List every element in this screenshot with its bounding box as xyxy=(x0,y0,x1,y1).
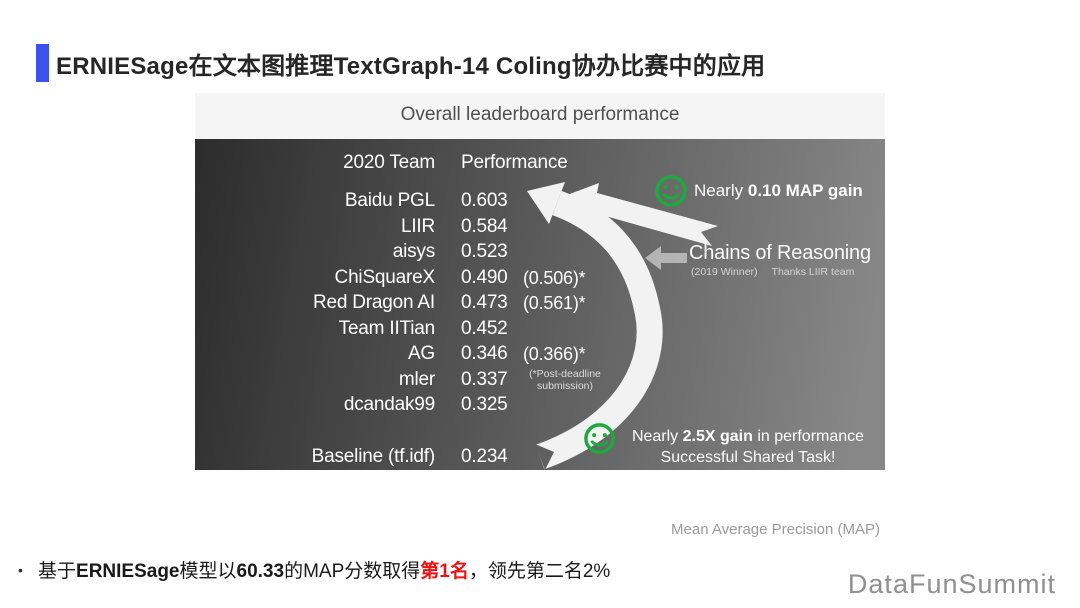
bullet-text: 的MAP分数取得 xyxy=(284,561,421,582)
team-name: LIIR xyxy=(400,215,435,237)
bullet-text: ，领先第二名2% xyxy=(468,561,611,582)
table-row: AG 0.346 (0.366)* xyxy=(195,341,885,367)
annotation-chains-title: Chains of Reasoning xyxy=(689,242,871,264)
table-row: mler 0.337 xyxy=(195,367,885,393)
team-name: AG xyxy=(407,343,435,364)
bullet-text: 基于 xyxy=(38,561,77,582)
smiley-face-icon xyxy=(655,175,687,207)
post-deadline-value: (0.561)* xyxy=(523,293,586,313)
bullet-text: 模型以 xyxy=(179,561,237,582)
team-name: mler xyxy=(398,368,435,390)
figure-title-strip: Overall leaderboard performance xyxy=(195,93,885,139)
left-arrow-icon xyxy=(645,246,687,270)
team-name: ChiSquareX xyxy=(334,266,436,288)
annotation-winner-text: (2019 Winner) xyxy=(691,266,758,278)
title-accent-bar xyxy=(36,44,49,82)
watermark-logo: DataFunSummit xyxy=(847,569,1056,599)
column-header-performance: Performance xyxy=(461,152,568,173)
leaderboard-figure: Overall leaderboard performance xyxy=(195,93,885,470)
annotation-map-gain: Nearly 0.10 MAP gain xyxy=(694,181,863,201)
performance-value: 0.325 xyxy=(461,394,508,415)
team-name: Baseline (tf.idf) xyxy=(311,446,436,467)
post-deadline-value: (0.366)* xyxy=(523,344,586,364)
leaderboard-panel: 2020 Team Performance Baidu PGL 0.603 LIIR… xyxy=(195,139,885,470)
team-name: Baidu PGL xyxy=(344,190,435,211)
bullet-text-bold: ERNIESage xyxy=(76,561,180,582)
annotation-gain-line1: Nearly 2.5X gain in performance xyxy=(631,428,865,445)
annotation-gain-line2: Successful Shared Task! xyxy=(660,449,836,466)
performance-value: 0.523 xyxy=(461,241,508,262)
performance-value: 0.603 xyxy=(461,190,508,211)
annotation-text: Nearly xyxy=(694,181,748,200)
team-name: aisys xyxy=(392,241,435,262)
team-name: dcandak99 xyxy=(343,394,435,415)
performance-value: 0.452 xyxy=(461,317,508,339)
performance-value: 0.490 xyxy=(461,266,508,288)
performance-value: 0.346 xyxy=(461,343,508,364)
table-row: dcandak99 0.325 xyxy=(195,392,885,418)
figure-caption: Mean Average Precision (MAP) xyxy=(671,521,880,538)
team-name: Red Dragon AI xyxy=(312,292,435,313)
table-row: Red Dragon AI 0.473 (0.561)* xyxy=(195,290,885,316)
smiley-face-icon xyxy=(584,423,615,454)
bullet-rank-highlight: 第1名 xyxy=(420,561,469,582)
annotation-bold-text: 0.10 MAP gain xyxy=(747,181,863,200)
bullet-marker: • xyxy=(18,562,23,578)
annotation-performance-gain: Nearly 2.5X gain in performance Successf… xyxy=(619,426,877,468)
performance-value: 0.473 xyxy=(461,292,508,313)
table-row: Baidu PGL 0.603 xyxy=(195,188,885,214)
post-deadline-value: (0.506)* xyxy=(523,267,586,288)
table-row: aisys 0.523 xyxy=(195,239,885,265)
annotation-thanks-text: Thanks LIIR team xyxy=(771,266,855,278)
figure-title: Overall leaderboard performance xyxy=(400,104,680,125)
column-header-team: 2020 Team xyxy=(343,152,435,173)
performance-value: 0.337 xyxy=(461,368,508,390)
post-deadline-footnote: (*Post-deadline submission) xyxy=(529,368,601,392)
straight-up-arrow-icon xyxy=(567,183,718,246)
table-row: ChiSquareX 0.490 (0.506)* xyxy=(195,265,885,291)
summary-bullet: • 基于ERNIESage模型以60.33的MAP分数取得第1名，领先第二名2% xyxy=(18,556,610,583)
team-name: Team IITian xyxy=(338,317,436,339)
table-row: Team IITian 0.452 xyxy=(195,316,885,342)
annotation-chains-subtitle: (2019 Winner) Thanks LIIR team xyxy=(691,266,854,278)
page-title: ERNIESage在文本图推理TextGraph-14 Coling协办比赛中的… xyxy=(56,53,766,80)
table-row: LIIR 0.584 xyxy=(195,214,885,240)
performance-value: 0.234 xyxy=(461,446,508,467)
table-row: Baseline (tf.idf) 0.234 xyxy=(195,444,885,470)
performance-value: 0.584 xyxy=(461,215,508,237)
table-header: 2020 Team Performance xyxy=(195,150,885,176)
bullet-text-bold: 60.33 xyxy=(236,561,285,582)
